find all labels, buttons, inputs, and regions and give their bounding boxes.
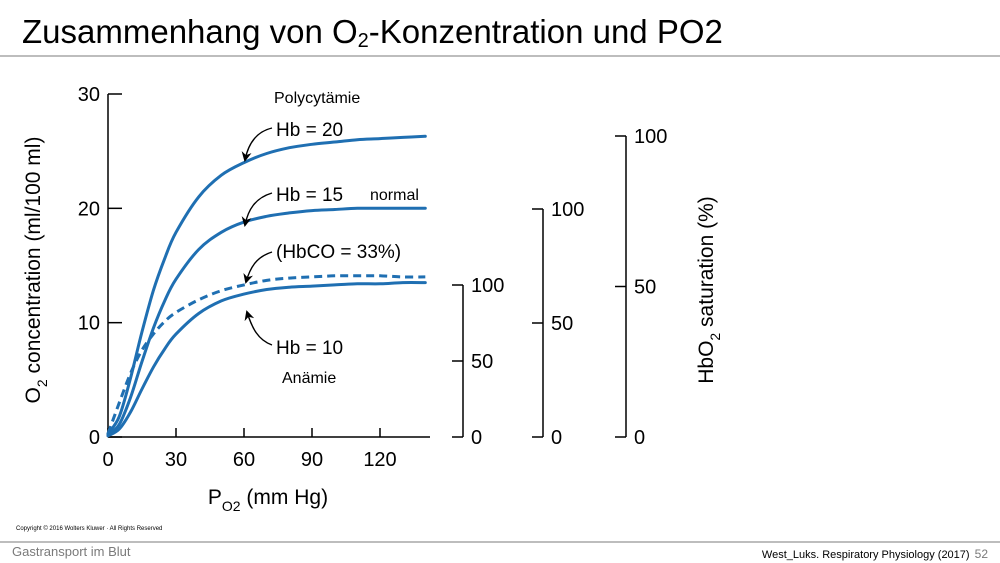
y-tick-label: 30 <box>78 84 100 106</box>
x-tick-label: 0 <box>102 449 113 471</box>
anemia-annotation: Anämie <box>282 370 336 387</box>
x-tick-label: 60 <box>233 449 255 471</box>
slide-title-sub: 2 <box>357 30 369 52</box>
hbco-33-curve <box>106 274 426 435</box>
saturation-tick-label: 0 <box>471 427 482 449</box>
saturation-tick-label: 100 <box>634 126 667 148</box>
y-axis-label-sub: 2 <box>34 379 50 387</box>
saturation-tick-label: 0 <box>551 427 562 449</box>
y-tick-label: 20 <box>78 198 100 220</box>
x-tick-label: 90 <box>301 449 323 471</box>
y-axis-label: O2 concentration (ml/100 ml) <box>22 137 50 404</box>
hbco-33-label: (HbCO = 33%) <box>276 242 401 263</box>
x-axis-label-sub: O2 <box>222 498 241 514</box>
saturation-tick-label: 0 <box>634 427 645 449</box>
annotations-layer: Hb = 20 Hb = 15 (HbCO = 33%) Hb = 10 Polycyt… <box>241 90 419 387</box>
hb-20-arrow <box>241 127 273 162</box>
saturation-tick-label: 100 <box>551 199 584 221</box>
hb-20-curve <box>106 134 427 436</box>
footer-section-title: Gastransport im Blut <box>12 544 131 559</box>
hbco-33-arrow <box>243 251 273 284</box>
slide-title-pre: Zusammenhang von O <box>22 13 358 50</box>
polycythemia-annotation: Polycytämie <box>274 90 360 107</box>
slide-title-post: -Konzentration und PO2 <box>368 13 723 50</box>
saturation-tick-label: 50 <box>634 277 656 299</box>
copyright-notice: Copyright © 2016 Wolters Kluwer · All Ri… <box>16 526 163 532</box>
x-axis-label-unit: (mm Hg) <box>241 486 329 509</box>
x-axis-label: PO2 (mm Hg) <box>208 486 328 514</box>
footer-source: West_Luks. Respiratory Physiology (2017)… <box>762 547 988 561</box>
saturation-tick-label: 50 <box>471 351 493 373</box>
saturation-tick-label: 50 <box>551 313 573 335</box>
saturation-axis-label: HbO2 saturation (%) <box>695 196 723 384</box>
hb-15-curve <box>106 206 427 437</box>
y-tick-label: 0 <box>89 427 100 449</box>
x-tick-label: 120 <box>363 449 396 471</box>
saturation-tick-label: 100 <box>471 275 504 297</box>
curves-layer <box>106 134 427 438</box>
slide-title: Zusammenhang von O2-Konzentration und PO… <box>22 12 723 52</box>
x-tick-label: 30 <box>165 449 187 471</box>
saturation-label-post: saturation (%) <box>695 196 718 333</box>
page-number: 52 <box>974 547 988 561</box>
hb-10-label: Hb = 10 <box>276 338 343 359</box>
normal-annotation: normal <box>370 187 419 204</box>
hb-10-curve <box>106 281 427 438</box>
hb-15-label: Hb = 15 <box>276 185 343 206</box>
saturation-label-pre: HbO <box>695 341 718 384</box>
hb-20-label: Hb = 20 <box>276 120 343 141</box>
title-divider <box>0 55 1000 57</box>
hb-15-arrow <box>241 192 273 227</box>
footer-divider <box>0 541 1000 543</box>
saturation-axes-layer: 0 50 100 0 50 100 0 50 100 HbO2 saturation (%) <box>452 126 723 449</box>
footer-citation: West_Luks. Respiratory Physiology (2017) <box>761 549 970 561</box>
y-axis-label-post: concentration (ml/100 ml) <box>22 137 45 380</box>
y-tick-label: 10 <box>78 313 100 335</box>
saturation-label-sub: 2 <box>707 333 723 341</box>
x-axis-label-main: P <box>208 486 222 509</box>
hb-10-arrow <box>244 310 273 346</box>
y-axis-label-pre: O <box>22 387 45 403</box>
